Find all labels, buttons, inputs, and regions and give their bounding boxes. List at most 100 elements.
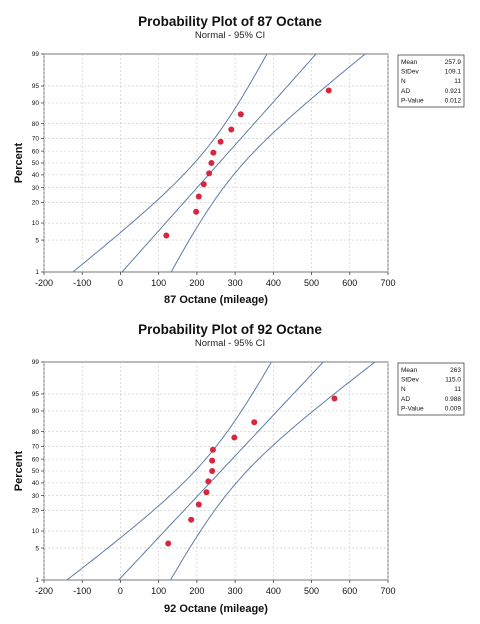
x-axis-label: 87 Octane (mileage) [164, 294, 268, 306]
y-tick-label: 95 [32, 83, 40, 90]
x-tick-label: 100 [151, 586, 166, 596]
data-point [251, 419, 258, 426]
y-axis-ticks: 1 5 10 20 30 40 50 60 70 80 90 95 99 [32, 359, 44, 584]
data-point [209, 457, 216, 464]
y-tick-label: 30 [32, 493, 40, 500]
data-point [203, 489, 210, 496]
y-tick-label: 1 [35, 577, 39, 584]
x-tick-label: 300 [228, 586, 243, 596]
y-tick-label: 40 [32, 172, 40, 179]
y-axis-label: Percent [13, 142, 25, 183]
stat-value: 263 [450, 367, 461, 374]
x-tick-label: 0 [118, 278, 123, 288]
ci-lower [66, 361, 272, 581]
stat-value: 109.1 [445, 69, 462, 76]
x-tick-label: 0 [118, 586, 123, 596]
data-point [210, 149, 217, 156]
stat-label: Mean [401, 367, 418, 374]
chart-subtitle: Normal - 95% CI [195, 30, 265, 41]
data-point [237, 111, 244, 118]
data-point [200, 181, 207, 188]
x-tick-label: 400 [266, 586, 281, 596]
stat-value: 0.921 [445, 88, 462, 95]
stat-value: 0.012 [445, 97, 462, 104]
y-tick-label: 95 [32, 391, 40, 398]
y-tick-label: 40 [32, 480, 40, 487]
x-tick-label: -200 [35, 586, 53, 596]
x-tick-label: 600 [342, 278, 357, 288]
chart-title: Probability Plot of 87 Octane [138, 14, 322, 29]
confidence-band [72, 53, 366, 273]
data-point [331, 395, 338, 402]
x-tick-label: 600 [342, 586, 357, 596]
stat-label: Mean [401, 59, 418, 66]
stat-label: P-Value [401, 97, 424, 104]
chart-title: Probability Plot of 92 Octane [138, 322, 322, 337]
x-tick-label: 200 [189, 586, 204, 596]
data-point [206, 170, 213, 177]
x-tick-label: -100 [73, 586, 91, 596]
x-tick-label: -200 [35, 278, 53, 288]
x-tick-label: 300 [228, 278, 243, 288]
chart-subtitle: Normal - 95% CI [195, 338, 265, 349]
y-tick-label: 10 [32, 220, 40, 227]
stat-label: StDev [401, 377, 419, 384]
y-tick-label: 20 [32, 508, 40, 515]
x-tick-label: -100 [73, 278, 91, 288]
fit-line [118, 361, 324, 581]
y-tick-label: 70 [32, 444, 40, 451]
data-point [195, 501, 202, 508]
data-points [163, 87, 332, 239]
y-tick-label: 5 [35, 237, 39, 244]
data-point [163, 232, 170, 239]
y-tick-label: 60 [32, 456, 40, 463]
probability-plot-92: Probability Plot of 92 Octane Normal - 9… [13, 322, 465, 615]
stat-value: 0.988 [445, 396, 462, 403]
probability-plot-87: Probability Plot of 87 Octane Normal - 9… [13, 14, 465, 306]
x-tick-label: 500 [304, 278, 319, 288]
y-tick-label: 70 [32, 136, 40, 143]
stats-box: Mean 257.9 StDev 109.1 N 11 AD 0.921 P-Value 0.01… [397, 54, 465, 108]
data-point [228, 126, 235, 133]
fit-line [121, 53, 317, 273]
stat-label: N [401, 78, 406, 85]
data-point [165, 540, 172, 547]
ci-lower [72, 53, 268, 273]
y-tick-label: 90 [32, 408, 40, 415]
x-tick-label: 100 [151, 278, 166, 288]
y-tick-label: 80 [32, 429, 40, 436]
grid-lines [43, 54, 389, 272]
stat-value: 115.0 [445, 377, 461, 384]
stats-frame [397, 362, 465, 416]
stat-label: AD [401, 396, 410, 403]
data-points [165, 395, 338, 547]
x-tick-label: 700 [380, 278, 395, 288]
y-axis-label: Percent [13, 450, 25, 491]
y-tick-label: 5 [35, 545, 39, 552]
x-tick-label: 400 [266, 278, 281, 288]
y-tick-label: 30 [32, 185, 40, 192]
stat-value: 11 [454, 386, 461, 393]
data-point [231, 434, 238, 441]
data-point [208, 160, 215, 166]
y-tick-label: 1 [35, 269, 39, 276]
data-point [217, 138, 224, 145]
x-axis-ticks: -200 -100 0 100 200 300 400 500 600 700 [35, 580, 396, 596]
stats-frame [397, 54, 465, 108]
stat-value: 257.9 [445, 59, 462, 66]
y-tick-label: 50 [32, 160, 40, 167]
data-point [209, 468, 216, 474]
x-tick-label: 200 [189, 278, 204, 288]
chart-panel-87-octane: Probability Plot of 87 Octane Normal - 9… [13, 14, 465, 306]
y-tick-label: 80 [32, 121, 40, 128]
data-point [209, 446, 216, 453]
y-tick-label: 99 [32, 51, 40, 58]
data-point [193, 208, 200, 215]
stat-value: 11 [454, 78, 461, 85]
x-tick-label: 500 [304, 586, 319, 596]
x-axis-label: 92 Octane (mileage) [164, 603, 268, 615]
stat-label: P-Value [401, 405, 424, 412]
y-tick-label: 90 [32, 100, 40, 107]
y-tick-label: 60 [32, 148, 40, 155]
data-point [205, 478, 212, 485]
